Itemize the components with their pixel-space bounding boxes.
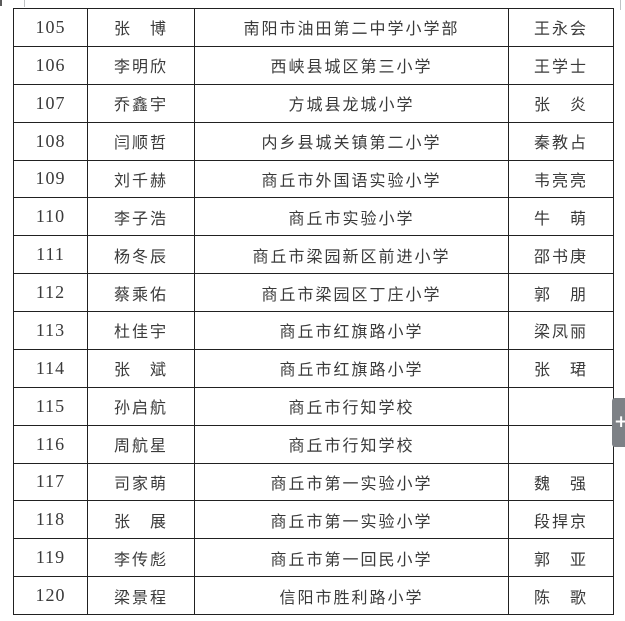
teacher-cell: 王学士: [508, 45, 614, 85]
teacher-cell: 韦亮亮: [508, 159, 614, 199]
table-row: 115 孙启航 商丘市行知学校: [13, 386, 614, 426]
table-row: 112 蔡乘佑 商丘市梁园区丁庄小学郭 朋: [13, 273, 614, 312]
table-row: 119 李传彪 商丘市第一回民小学郭 亚: [13, 538, 614, 578]
table-row: 105 张 博南阳市油田第二中学小学部 王永会: [13, 8, 614, 47]
row-number-cell: 120: [13, 576, 88, 615]
student-name-cell: 杜佳宇: [87, 311, 195, 350]
row-number-cell: 119: [13, 538, 88, 578]
student-name-cell: 杨冬辰: [87, 235, 195, 275]
row-number-cell: 105: [13, 8, 88, 47]
roster-table-body: 105 张 博南阳市油田第二中学小学部 王永会 106 李明欣 西峡县城区第三小学 王学士 1…: [13, 8, 614, 615]
school-cell: 商丘市第一实验小学: [194, 462, 509, 502]
table-row: 110 李子浩 商丘市实验小学牛 萌: [13, 197, 614, 237]
teacher-cell: 陈 歌: [508, 576, 614, 615]
plus-icon: +: [614, 412, 625, 432]
student-name-cell: 乔鑫宇: [87, 83, 195, 123]
student-name-cell: 刘千赫: [87, 159, 195, 199]
school-cell: 西峡县城区第三小学: [194, 45, 509, 85]
school-cell: 商丘市红旗路小学: [194, 348, 509, 388]
teacher-cell: 张 珺: [508, 348, 614, 388]
table-row: 117 司家萌 商丘市第一实验小学魏 强: [13, 462, 614, 502]
student-name-cell: 孙启航: [87, 386, 195, 426]
cropped-gridline-remnant-left: [24, 0, 25, 7]
school-cell: 南阳市油田第二中学小学部: [194, 8, 509, 47]
teacher-cell: [508, 424, 614, 464]
row-number-cell: 106: [13, 45, 88, 85]
teacher-cell: 秦教占: [508, 121, 614, 161]
teacher-cell: 王永会: [508, 8, 614, 47]
row-number-cell: 112: [13, 273, 88, 312]
teacher-cell: 段捍京: [508, 500, 614, 540]
plus-button[interactable]: +: [612, 398, 625, 447]
school-cell: 商丘市梁园新区前进小学: [194, 235, 509, 275]
teacher-cell: 牛 萌: [508, 197, 614, 237]
school-cell: 商丘市第一实验小学: [194, 500, 509, 540]
school-cell: 商丘市红旗路小学: [194, 311, 509, 350]
school-cell: 内乡县城关镇第二小学: [194, 121, 509, 161]
table-row: 109 刘千赫 商丘市外国语实验小学 韦亮亮: [13, 159, 614, 199]
teacher-cell: 魏 强: [508, 462, 614, 502]
row-number-cell: 113: [13, 311, 88, 350]
student-name-cell: 李子浩: [87, 197, 195, 237]
table-row: 107 乔鑫宇 方城县龙城小学张 炎: [13, 83, 614, 123]
school-cell: 商丘市行知学校: [194, 424, 509, 464]
student-name-cell: 蔡乘佑: [87, 273, 195, 312]
table-row: 118 张 展商丘市第一实验小学 段捍京: [13, 500, 614, 540]
teacher-cell: [508, 386, 614, 426]
row-number-cell: 108: [13, 121, 88, 161]
cropped-edge-mark: [0, 0, 2, 6]
table-row: 116 周航星 商丘市行知学校: [13, 424, 614, 464]
table-row: 114 张 斌商丘市红旗路小学张 珺: [13, 348, 614, 388]
student-name-cell: 梁景程: [87, 576, 195, 615]
teacher-cell: 梁凤丽: [508, 311, 614, 350]
teacher-cell: 邵书庚: [508, 235, 614, 275]
student-name-cell: 周航星: [87, 424, 195, 464]
school-cell: 商丘市行知学校: [194, 386, 509, 426]
row-number-cell: 114: [13, 348, 88, 388]
student-name-cell: 司家萌: [87, 462, 195, 502]
student-name-cell: 闫顺哲: [87, 121, 195, 161]
student-name-cell: 张 展: [87, 500, 195, 540]
student-roster-table: 105 张 博南阳市油田第二中学小学部 王永会 106 李明欣 西峡县城区第三小学 王学士 1…: [13, 8, 614, 615]
student-name-cell: 李明欣: [87, 45, 195, 85]
table-row: 111 杨冬辰 商丘市梁园新区前进小学 邵书庚: [13, 235, 614, 275]
table-row: 108 闫顺哲 内乡县城关镇第二小学 秦教占: [13, 121, 614, 161]
row-number-cell: 118: [13, 500, 88, 540]
table-row: 113 杜佳宇 商丘市红旗路小学 梁凤丽: [13, 311, 614, 350]
row-number-cell: 115: [13, 386, 88, 426]
student-name-cell: 张 斌: [87, 348, 195, 388]
table-row: 120 梁景程 信阳市胜利路小学陈 歌: [13, 576, 614, 615]
teacher-cell: 郭 亚: [508, 538, 614, 578]
student-name-cell: 张 博: [87, 8, 195, 47]
row-number-cell: 107: [13, 83, 88, 123]
teacher-cell: 郭 朋: [508, 273, 614, 312]
school-cell: 商丘市外国语实验小学: [194, 159, 509, 199]
row-number-cell: 110: [13, 197, 88, 237]
cropped-gridline-remnant-right: [620, 0, 621, 10]
row-number-cell: 109: [13, 159, 88, 199]
school-cell: 信阳市胜利路小学: [194, 576, 509, 615]
school-cell: 商丘市梁园区丁庄小学: [194, 273, 509, 312]
school-cell: 商丘市第一回民小学: [194, 538, 509, 578]
row-number-cell: 117: [13, 462, 88, 502]
student-name-cell: 李传彪: [87, 538, 195, 578]
school-cell: 商丘市实验小学: [194, 197, 509, 237]
row-number-cell: 111: [13, 235, 88, 275]
table-row: 106 李明欣 西峡县城区第三小学 王学士: [13, 45, 614, 85]
teacher-cell: 张 炎: [508, 83, 614, 123]
school-cell: 方城县龙城小学: [194, 83, 509, 123]
row-number-cell: 116: [13, 424, 88, 464]
